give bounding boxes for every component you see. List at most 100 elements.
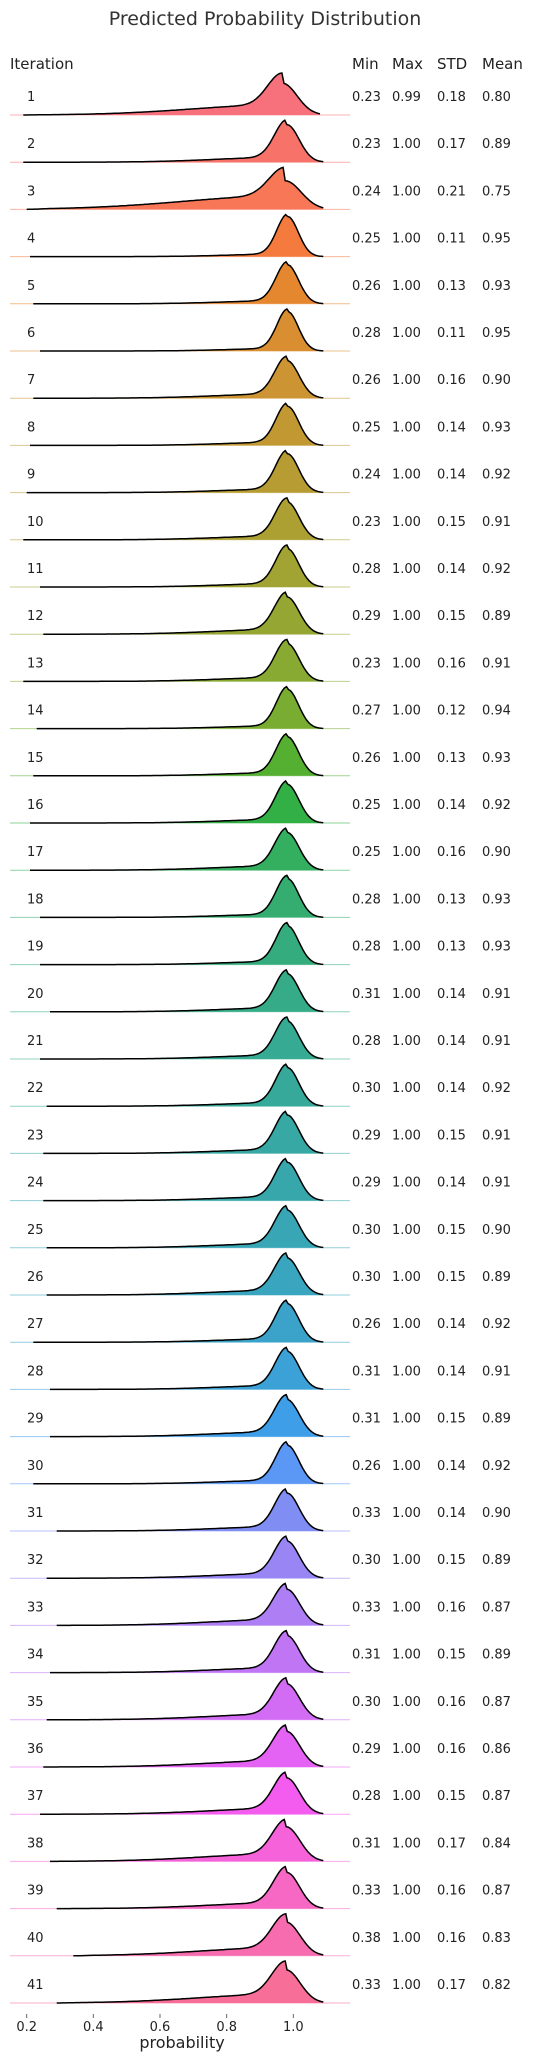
stat-mean: 0.89 — [482, 1412, 511, 1427]
stat-min: 0.25 — [352, 798, 381, 813]
stat-std: 0.16 — [437, 1931, 466, 1946]
iteration-label: 23 — [27, 1128, 44, 1143]
ridge-row: 29 0.31 1.00 0.15 0.89 — [10, 1393, 511, 1438]
ridge-outline — [43, 1723, 324, 1768]
stat-mean: 0.89 — [482, 137, 511, 152]
ridge-outline — [73, 1912, 324, 1957]
ridge-area — [33, 733, 324, 776]
stat-std: 0.11 — [437, 326, 466, 341]
stat-min: 0.26 — [352, 1459, 381, 1474]
x-tick-label: 0.2 — [16, 2020, 37, 2035]
stat-min: 0.25 — [352, 232, 381, 247]
stat-min: 0.28 — [352, 940, 381, 955]
stat-max: 1.00 — [392, 1648, 421, 1663]
ridge-area — [56, 1489, 324, 1531]
iteration-label: 39 — [27, 1884, 44, 1899]
ridge-row: 2 0.23 1.00 0.17 0.89 — [10, 119, 511, 163]
stat-min: 0.33 — [352, 1978, 381, 1993]
ridge-outline — [56, 1582, 324, 1627]
iteration-label: 7 — [27, 373, 35, 388]
ridge-outline — [30, 213, 324, 258]
stat-mean: 0.89 — [482, 1270, 511, 1285]
stat-max: 1.00 — [392, 704, 421, 719]
stat-min: 0.23 — [352, 137, 381, 152]
iteration-label: 22 — [27, 1081, 44, 1096]
stat-mean: 0.82 — [482, 1978, 511, 1993]
ridge-area — [36, 686, 324, 729]
stat-mean: 0.90 — [482, 1506, 511, 1521]
stat-mean: 0.92 — [482, 562, 511, 577]
stat-std: 0.16 — [437, 1884, 466, 1899]
mean-header: Mean — [482, 55, 523, 73]
stat-min: 0.31 — [352, 1364, 381, 1379]
ridge-row: 7 0.26 1.00 0.16 0.90 — [10, 355, 511, 399]
stat-std: 0.16 — [437, 1600, 466, 1615]
stat-min: 0.30 — [352, 1553, 381, 1568]
ridge-area — [56, 1961, 324, 2003]
ridge-row: 11 0.28 1.00 0.14 0.92 — [10, 544, 511, 588]
ridge-area — [33, 1300, 324, 1343]
ridge-outline — [50, 1393, 324, 1438]
iteration-label: 33 — [27, 1600, 44, 1615]
ridge-row: 35 0.30 1.00 0.16 0.87 — [10, 1676, 511, 1721]
ridge-row: 19 0.28 1.00 0.13 0.93 — [10, 921, 511, 966]
stat-min: 0.23 — [352, 656, 381, 671]
stat-std: 0.21 — [437, 184, 466, 199]
stat-std: 0.14 — [437, 1081, 466, 1096]
ridge-outline — [40, 921, 324, 966]
iteration-label: 32 — [27, 1553, 44, 1568]
stat-std: 0.15 — [437, 1789, 466, 1804]
stat-min: 0.28 — [352, 1789, 381, 1804]
ridge-row: 40 0.38 1.00 0.16 0.83 — [10, 1912, 511, 1957]
stat-std: 0.14 — [437, 1459, 466, 1474]
stat-mean: 0.93 — [482, 751, 511, 766]
stat-min: 0.28 — [352, 326, 381, 341]
stat-std: 0.13 — [437, 892, 466, 907]
x-tick-label: 0.4 — [83, 2020, 104, 2035]
ridge-area — [40, 1772, 324, 1815]
ridge-area — [40, 309, 324, 351]
iteration-label: 38 — [27, 1836, 44, 1851]
stat-max: 1.00 — [392, 137, 421, 152]
ridge-area — [56, 1583, 324, 1626]
stat-mean: 0.91 — [482, 1034, 511, 1049]
stat-min: 0.33 — [352, 1506, 381, 1521]
stat-min: 0.31 — [352, 1412, 381, 1427]
stat-std: 0.17 — [437, 1836, 466, 1851]
stat-max: 1.00 — [392, 562, 421, 577]
stat-max: 1.00 — [392, 1931, 421, 1946]
stat-max: 1.00 — [392, 326, 421, 341]
stat-std: 0.15 — [437, 1412, 466, 1427]
stat-mean: 0.80 — [482, 90, 511, 105]
ridge-outline — [40, 308, 324, 352]
ridge-row: 34 0.31 1.00 0.15 0.89 — [10, 1629, 511, 1674]
iteration-label: 2 — [27, 137, 35, 152]
stat-min: 0.25 — [352, 845, 381, 860]
stat-max: 1.00 — [392, 1836, 421, 1851]
ridge-outline — [43, 1157, 324, 1202]
chart-title: Predicted Probability Distribution — [109, 8, 422, 30]
ridge-row: 5 0.26 1.00 0.13 0.93 — [10, 260, 511, 305]
stat-mean: 0.89 — [482, 1553, 511, 1568]
stat-std: 0.16 — [437, 845, 466, 860]
ridge-outline — [50, 1346, 324, 1391]
stat-min: 0.31 — [352, 987, 381, 1002]
stat-max: 0.99 — [392, 90, 421, 105]
ridge-row: 23 0.29 1.00 0.15 0.91 — [10, 1110, 511, 1155]
ridge-row: 39 0.33 1.00 0.16 0.87 — [10, 1865, 511, 1910]
ridge-area — [40, 545, 324, 587]
stat-mean: 0.94 — [482, 704, 511, 719]
stat-max: 1.00 — [392, 1978, 421, 1993]
iteration-label: 31 — [27, 1506, 44, 1521]
ridge-area — [50, 1347, 324, 1390]
stat-max: 1.00 — [392, 892, 421, 907]
stat-std: 0.17 — [437, 137, 466, 152]
stat-std: 0.14 — [437, 420, 466, 435]
ridge-outline — [23, 72, 321, 116]
ridge-outline — [40, 1771, 324, 1815]
stat-mean: 0.91 — [482, 1364, 511, 1379]
iteration-label: 6 — [27, 326, 35, 341]
ridge-area — [23, 120, 324, 163]
stat-mean: 0.93 — [482, 940, 511, 955]
